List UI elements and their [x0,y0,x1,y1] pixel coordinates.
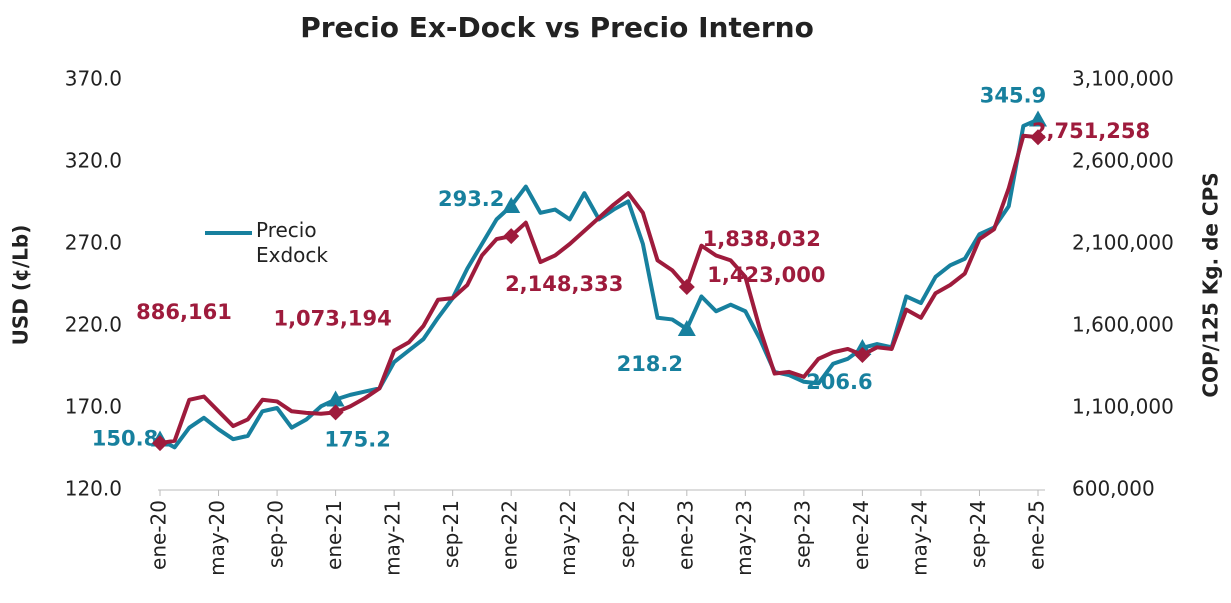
marker [327,404,344,421]
x-tick-label: may-21 [381,500,405,576]
data-label: 1,838,032 [703,227,821,251]
data-label: 1,073,194 [273,306,391,330]
x-tick-label: sep-24 [966,500,990,568]
data-label: 175.2 [324,427,390,451]
x-tick-label: sep-22 [615,500,639,568]
data-label: 345.9 [980,84,1046,108]
x-tick-label: ene-23 [673,500,697,570]
x-tick-label: may-22 [556,500,580,576]
y-tick-label: 120.0 [65,477,122,501]
x-tick-label: sep-21 [439,500,463,568]
y2-axis-title: COP/125 Kg. de CPS [1199,172,1223,397]
data-label: 886,161 [136,300,232,324]
x-tick-label: ene-20 [147,500,171,570]
x-tick-label: ene-24 [849,500,873,570]
marker [326,390,345,407]
series-line [159,133,1039,446]
marker [502,196,521,213]
marker [503,228,520,245]
marker [1030,129,1046,146]
data-label: 2,148,333 [505,272,623,296]
data-label: 293.2 [438,187,504,211]
y2-tick-label: 2,600,000 [1072,149,1174,173]
marker [152,435,168,452]
y2-tick-label: 600,000 [1072,477,1155,501]
data-label: 2,751,258 [1032,119,1150,143]
data-label: 206.6 [806,370,872,394]
x-tick-label: ene-25 [1025,500,1049,570]
marker [678,278,695,295]
y-tick-label: 270.0 [65,231,122,255]
y-tick-label: 220.0 [65,313,122,337]
y-axis-title: USD (¢/Lb) [9,225,33,346]
y2-tick-label: 2,100,000 [1072,231,1174,255]
marker [677,319,696,336]
x-tick-label: may-23 [732,500,756,576]
legend-label: Precio Exdock [256,218,328,267]
y-tick-label: 370.0 [65,67,122,91]
x-tick-label: ene-22 [498,500,522,570]
marker [854,347,871,364]
data-label: 150.8 [92,426,158,450]
y2-tick-label: 1,600,000 [1072,313,1174,337]
data-label: 1,423,000 [707,263,825,287]
legend: Precio Exdock [256,218,328,267]
x-tick-label: may-20 [205,500,229,576]
x-tick-label: sep-23 [790,500,814,568]
y2-tick-label: 1,100,000 [1072,395,1174,419]
marker [1029,110,1047,127]
chart-title: Precio Ex-Dock vs Precio Interno [300,11,814,44]
y2-tick-label: 3,100,000 [1072,67,1174,91]
y-tick-label: 320.0 [65,149,122,173]
x-tick-label: may-24 [907,500,931,576]
x-tick-label: sep-20 [264,500,288,568]
y-tick-label: 170.0 [65,395,122,419]
x-tick-label: ene-21 [322,500,346,570]
data-label: 218.2 [617,352,683,376]
